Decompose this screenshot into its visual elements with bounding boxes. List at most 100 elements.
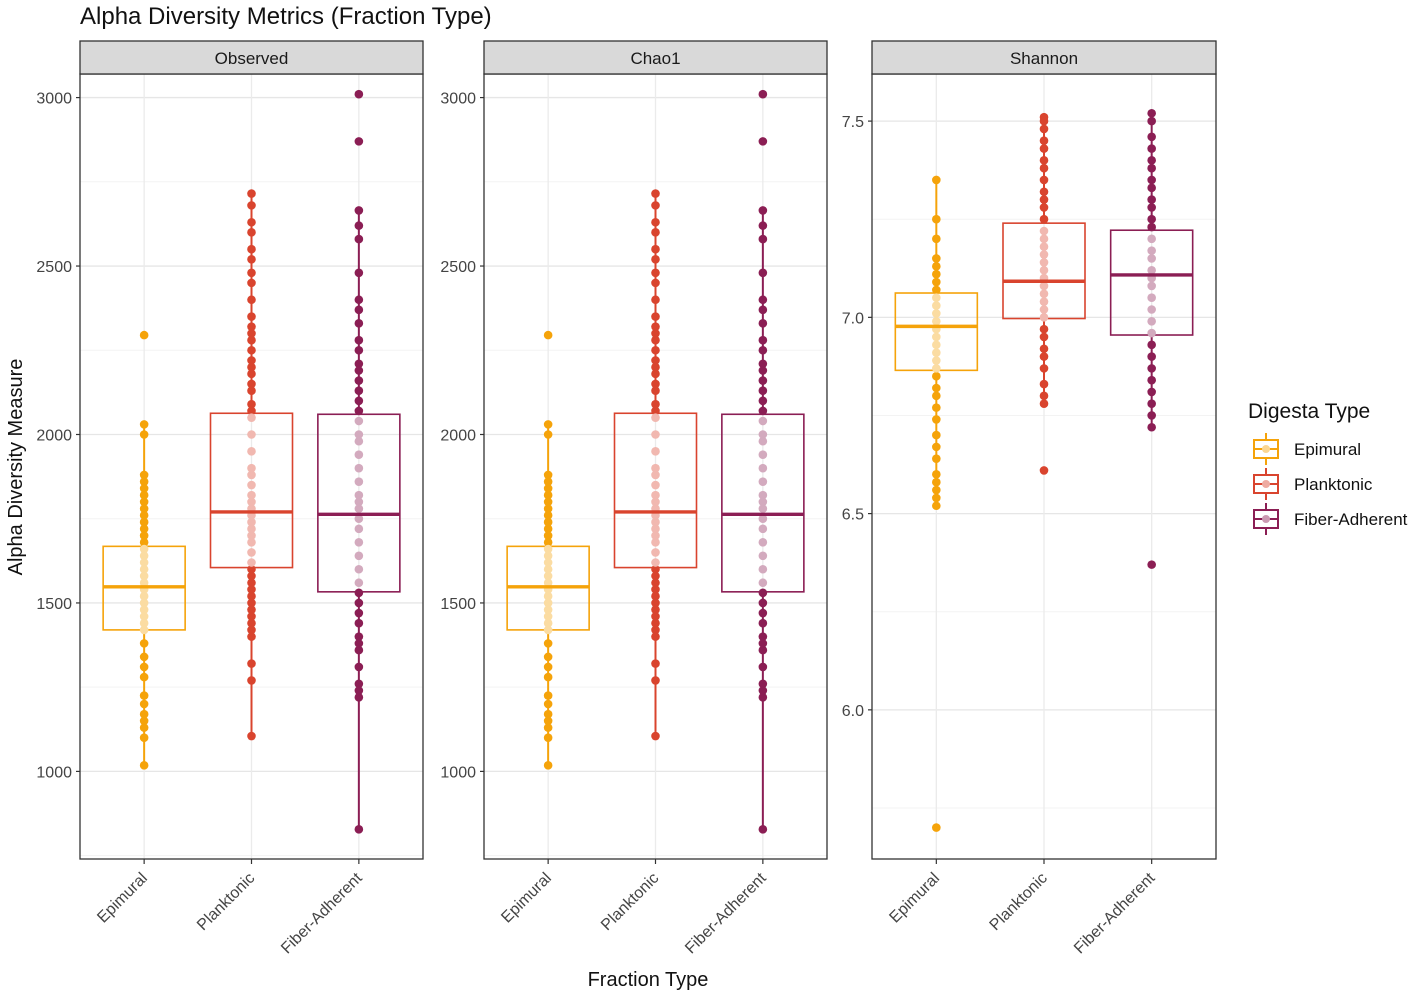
data-point: [758, 564, 768, 574]
data-point: [651, 497, 660, 507]
data-point: [1147, 316, 1156, 326]
data-point: [1147, 387, 1156, 397]
data-point: [758, 578, 768, 588]
data-point: [354, 639, 364, 648]
data-point: [247, 676, 256, 685]
data-point: [354, 406, 364, 416]
x-tick-label: Fiber-Adherent: [1071, 869, 1159, 957]
data-point: [247, 255, 256, 264]
data-point: [1147, 293, 1156, 303]
data-point: [651, 480, 660, 490]
data-point: [651, 548, 660, 557]
data-point: [1147, 560, 1156, 569]
data-point: [651, 268, 660, 278]
legend-title: Digesta Type: [1248, 400, 1370, 423]
facet-strip: [483, 40, 828, 75]
data-point: [1147, 399, 1156, 409]
data-point: [1039, 112, 1049, 122]
data-point: [247, 470, 256, 480]
data-point: [1039, 391, 1049, 401]
data-point: [543, 330, 553, 340]
data-point: [354, 662, 364, 672]
data-point: [758, 335, 768, 345]
data-point: [932, 430, 941, 440]
box-planktonic: [209, 189, 294, 741]
data-point: [758, 477, 768, 486]
data-point: [139, 564, 149, 574]
y-tick-label: 1500: [36, 596, 72, 613]
data-point: [543, 639, 553, 648]
box-iqr: [209, 412, 294, 569]
data-point: [139, 571, 149, 581]
data-point: [139, 699, 149, 709]
data-point: [651, 571, 660, 581]
x-tick-label: Planktonic: [194, 870, 258, 934]
data-point: [758, 234, 768, 244]
data-point: [1039, 124, 1049, 134]
data-point: [758, 608, 768, 618]
data-point: [139, 578, 149, 588]
data-point: [543, 662, 553, 672]
data-point: [139, 420, 149, 429]
data-point: [354, 295, 364, 305]
data-point: [543, 420, 553, 429]
data-point: [543, 691, 553, 700]
data-point: [354, 396, 364, 406]
panels: 1000 1500 2000 2500 3000 Epimural Planktonic Fi…: [36, 40, 1217, 957]
data-point: [758, 268, 768, 278]
data-point: [139, 477, 149, 486]
data-point: [1147, 281, 1156, 291]
data-point: [139, 430, 149, 439]
data-point: [651, 322, 660, 331]
data-point: [247, 312, 256, 321]
data-point: [651, 632, 660, 641]
data-point: [543, 761, 553, 770]
data-point: [1147, 422, 1156, 432]
data-point: [247, 228, 256, 237]
data-point: [1147, 352, 1156, 361]
data-point: [932, 477, 941, 487]
y-tick-label: 3000: [440, 91, 476, 108]
data-point: [1147, 254, 1156, 263]
y-tick-label: 1000: [440, 764, 476, 781]
data-point: [651, 585, 660, 594]
data-point: [354, 578, 364, 588]
data-point: [139, 490, 149, 500]
data-point: [139, 484, 149, 493]
data-point: [247, 268, 256, 278]
facet-strip-label: Observed: [215, 49, 289, 68]
data-point: [758, 406, 768, 416]
data-point: [651, 612, 660, 621]
data-point: [651, 335, 660, 345]
x-axis-title: Fraction Type: [588, 969, 709, 991]
data-point: [247, 625, 256, 635]
data-point: [758, 645, 768, 655]
data-point: [354, 497, 364, 507]
data-point: [1039, 265, 1049, 275]
legend-key-fiber-adherent: Fiber-Adherent: [1253, 503, 1408, 535]
data-point: [1147, 340, 1156, 350]
chart-title: Alpha Diversity Metrics (Fraction Type): [80, 3, 492, 30]
data-point: [543, 484, 553, 493]
x-tick-label: Epimural: [498, 870, 555, 927]
data-point: [1039, 332, 1049, 342]
y-axis-title: Alpha Diversity Measure: [5, 359, 27, 576]
data-point: [354, 608, 364, 618]
data-point: [758, 632, 768, 641]
data-point: [651, 517, 660, 527]
data-point: [932, 262, 941, 271]
data-point: [651, 362, 660, 372]
data-point: [247, 618, 256, 628]
data-point: [1039, 156, 1049, 165]
data-point: [139, 652, 149, 662]
data-point: [1039, 281, 1049, 291]
facet-strip-label: Chao1: [630, 49, 680, 68]
data-point: [247, 591, 256, 601]
data-point: [354, 416, 364, 426]
y-tick-label: 2000: [440, 427, 476, 444]
y-tick-label: 6.5: [842, 507, 864, 524]
data-point: [354, 825, 364, 834]
data-point: [651, 470, 660, 480]
data-point: [354, 524, 364, 534]
data-point: [247, 413, 256, 422]
